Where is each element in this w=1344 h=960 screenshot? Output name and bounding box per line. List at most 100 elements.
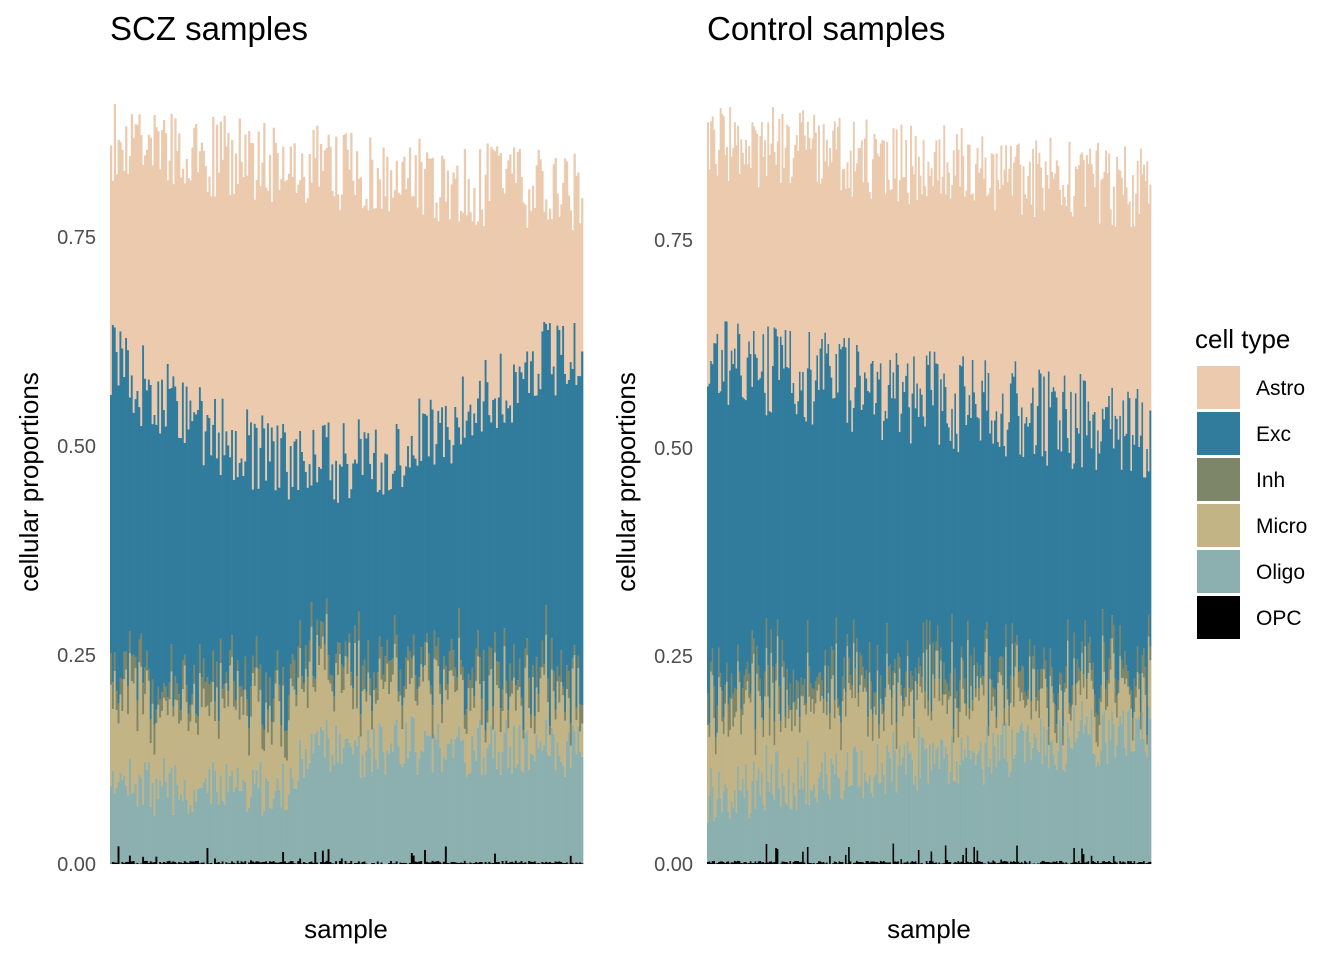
bar-segment-inh xyxy=(832,649,835,676)
bar-segment-micro xyxy=(149,743,152,807)
bar-segment-astro xyxy=(480,209,484,432)
bar-segment-micro xyxy=(708,736,711,796)
bar-segment-opc xyxy=(1033,863,1036,864)
bar-segment-oligo xyxy=(384,774,387,864)
bar-segment-micro xyxy=(1038,718,1041,752)
bar-segment-opc xyxy=(776,848,779,864)
bar-segment-inh xyxy=(511,680,514,694)
y-tick-label: 0.50 xyxy=(57,436,96,458)
bar-segment-opc xyxy=(535,863,538,864)
bar-segment-opc xyxy=(399,862,402,864)
bar-segment-inh xyxy=(494,632,497,653)
bar-segment-inh xyxy=(1127,671,1130,687)
bar-segment-micro xyxy=(792,702,795,782)
bar-segment-micro xyxy=(989,678,992,759)
bar-segment-exc xyxy=(344,453,347,642)
bar-segment-micro xyxy=(276,670,279,778)
bar-segment-opc xyxy=(323,862,327,864)
bar-segment-astro xyxy=(484,174,487,360)
bar-segment-exc xyxy=(399,465,402,670)
bar-segment-exc xyxy=(1101,408,1104,610)
bar-segment-oligo xyxy=(204,777,207,864)
bar-segment-astro xyxy=(938,139,941,445)
bar-segment-micro xyxy=(388,694,391,755)
bar-segment-exc xyxy=(581,351,584,706)
bar-segment-astro xyxy=(128,156,132,398)
bar-segment-oligo xyxy=(738,789,741,862)
bar-segment-inh xyxy=(424,642,427,666)
bar-segment-exc xyxy=(1024,423,1027,692)
bar-segment-astro xyxy=(367,210,370,434)
bar-segment-micro xyxy=(469,710,472,773)
bar-segment-astro xyxy=(787,126,790,369)
bar-segment-oligo xyxy=(314,733,317,852)
bar-segment-exc xyxy=(567,379,571,672)
bar-segment-astro xyxy=(134,124,137,400)
bar-segment-opc xyxy=(1028,861,1031,864)
bar-segment-inh xyxy=(477,629,480,657)
bar-segment-oligo xyxy=(835,753,838,862)
bar-segment-oligo xyxy=(327,738,330,850)
bar-segment-micro xyxy=(439,693,442,748)
bar-segment-exc xyxy=(384,453,387,657)
bar-segment-astro xyxy=(215,124,219,459)
bar-segment-inh xyxy=(571,658,574,669)
bar-segment-exc xyxy=(827,344,830,667)
bar-segment-inh xyxy=(1022,666,1025,701)
bar-segment-exc xyxy=(155,424,158,710)
bar-segment-astro xyxy=(492,149,495,400)
bar-segment-exc xyxy=(955,433,958,692)
bar-segment-inh xyxy=(405,657,408,690)
bar-segment-inh xyxy=(1070,707,1073,721)
bar-segment-opc xyxy=(821,862,824,864)
bar-segment-exc xyxy=(301,451,304,677)
bar-segment-inh xyxy=(1014,642,1017,667)
bar-segment-oligo xyxy=(435,739,438,862)
bar-segment-oligo xyxy=(897,765,900,862)
bar-segment-inh xyxy=(329,674,332,684)
bar-segment-exc xyxy=(745,400,747,670)
bar-segment-astro xyxy=(803,135,806,418)
bar-segment-exc xyxy=(329,480,332,675)
bar-segment-oligo xyxy=(318,744,321,864)
bar-segment-opc xyxy=(1144,863,1147,864)
bar-segment-oligo xyxy=(1136,719,1139,863)
bar-segment-micro xyxy=(738,682,741,790)
bar-segment-exc xyxy=(310,485,313,603)
bar-segment-oligo xyxy=(539,741,542,864)
bar-segment-exc xyxy=(463,437,467,716)
bar-segment-oligo xyxy=(848,786,851,847)
bar-segment-oligo xyxy=(174,764,177,863)
bar-segment-opc xyxy=(316,862,319,864)
bar-segment-exc xyxy=(802,371,805,686)
bar-segment-micro xyxy=(1071,704,1074,749)
bar-segment-astro xyxy=(579,223,582,377)
bar-segment-exc xyxy=(304,471,308,646)
bar-segment-astro xyxy=(1146,161,1149,450)
bar-segment-exc xyxy=(1108,395,1111,659)
bar-segment-opc xyxy=(832,863,835,864)
bar-segment-micro xyxy=(1043,669,1046,727)
bar-segment-micro xyxy=(837,707,839,777)
bar-segment-astro xyxy=(136,124,139,391)
bar-segment-opc xyxy=(123,862,126,864)
bar-segment-astro xyxy=(974,164,977,404)
bar-segment-micro xyxy=(1139,729,1142,739)
bar-segment-exc xyxy=(198,387,202,644)
bar-segment-inh xyxy=(507,710,510,729)
bar-segment-exc xyxy=(416,465,419,690)
bar-segment-astro xyxy=(1063,197,1066,376)
bar-segment-oligo xyxy=(941,739,944,864)
bar-segment-oligo xyxy=(369,747,372,864)
bar-segment-astro xyxy=(1001,184,1004,394)
bar-segment-opc xyxy=(206,847,209,864)
bar-segment-opc xyxy=(435,861,438,864)
bar-segment-oligo xyxy=(405,722,408,864)
bar-segment-inh xyxy=(848,657,851,683)
bar-segment-inh xyxy=(833,700,836,719)
bar-segment-exc xyxy=(308,464,311,641)
bar-segment-exc xyxy=(270,427,274,722)
bar-segment-astro xyxy=(407,178,410,446)
bar-segment-astro xyxy=(808,137,811,332)
